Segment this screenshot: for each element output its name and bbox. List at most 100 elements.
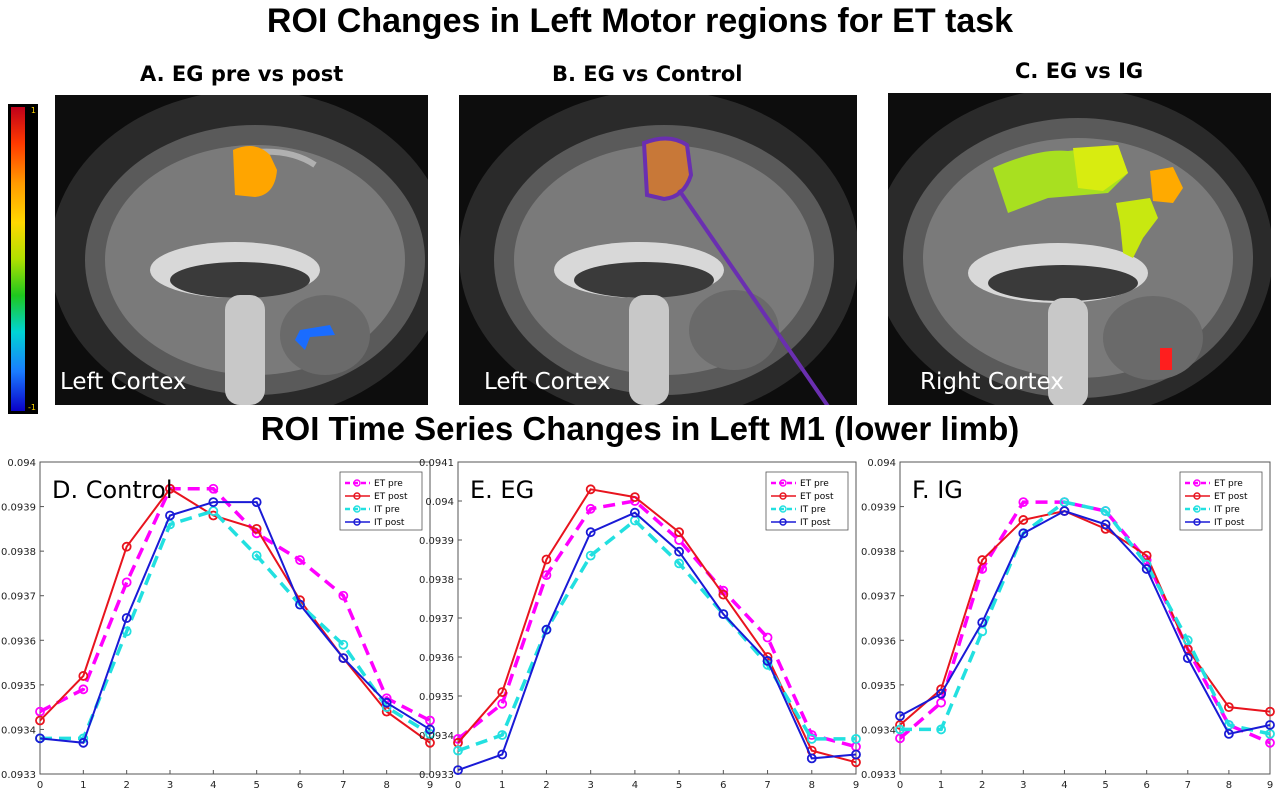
y-tick-label: 0.0939 — [419, 536, 454, 547]
x-tick-label: 2 — [123, 780, 129, 789]
data-point — [295, 599, 305, 610]
x-tick-label: 1 — [938, 780, 944, 789]
data-point — [78, 737, 89, 748]
y-tick-label: 0.094 — [425, 497, 454, 508]
series-line-et-post — [39, 487, 431, 744]
series-line-et-post — [899, 509, 1271, 726]
panel-a-cortex-label: Left Cortex — [60, 369, 187, 395]
data-point — [541, 554, 552, 565]
x-tick-label: 1 — [499, 780, 505, 789]
data-point — [629, 492, 640, 502]
data-point — [936, 688, 947, 699]
legend-marker — [779, 492, 787, 500]
legend-label: IT post — [1214, 518, 1245, 528]
data-point — [541, 624, 552, 635]
figure-title: ROI Changes in Left Motor regions for ET… — [266, 2, 1014, 40]
data-point — [208, 483, 219, 494]
data-point — [936, 724, 947, 735]
data-point — [121, 613, 132, 623]
data-point — [806, 733, 817, 744]
y-tick-label: 0.0935 — [1, 681, 36, 692]
data-point — [1223, 702, 1234, 713]
series-line-it-pre — [457, 518, 856, 753]
data-point — [1182, 635, 1193, 646]
colorbar-max-label: 1 — [30, 106, 36, 115]
x-tick-label: 7 — [1185, 780, 1191, 789]
legend-marker — [779, 479, 787, 487]
data-point — [1265, 706, 1275, 717]
data-point — [851, 733, 861, 744]
legend-label: ET post — [1214, 492, 1248, 502]
y-tick-label: 0.0935 — [419, 692, 454, 703]
x-tick-label: 9 — [1267, 780, 1273, 789]
data-point — [497, 687, 508, 698]
data-point — [35, 715, 45, 726]
data-point — [895, 724, 905, 735]
data-point — [1141, 564, 1152, 574]
x-tick-label: 0 — [455, 780, 461, 789]
chart-e: 0.0933 0.0934 0.0935 0.0936 0.0937 0.0938 0.09… — [419, 458, 861, 789]
legend-marker — [353, 505, 361, 513]
y-tick-label: 0.0936 — [1, 636, 36, 647]
data-point — [1182, 653, 1193, 664]
data-point — [1141, 550, 1152, 561]
data-point — [121, 541, 132, 552]
data-point — [806, 753, 817, 764]
data-point — [165, 510, 175, 521]
legend-label: ET pre — [1214, 479, 1243, 489]
y-tick-label: 0.0939 — [861, 503, 896, 514]
data-point — [895, 733, 905, 744]
data-point — [425, 715, 435, 726]
data-point — [338, 590, 349, 601]
data-point — [425, 724, 435, 735]
data-point — [425, 737, 435, 748]
data-point — [1265, 728, 1275, 739]
legend-label: IT pre — [374, 505, 400, 515]
data-point — [541, 570, 552, 580]
data-point — [585, 503, 596, 514]
data-point — [762, 655, 773, 666]
y-tick-label: 0.0933 — [1, 770, 36, 781]
legend-marker — [353, 479, 361, 487]
brain-image-c: Right Cortex — [888, 93, 1271, 405]
series-line-et-pre — [456, 499, 857, 749]
chart-f-svg: 0.0933 0.0934 0.0935 0.0936 0.0937 0.0938 0.09… — [861, 458, 1275, 789]
data-point — [208, 506, 219, 516]
data-point — [453, 765, 463, 776]
series-line-it-pre — [900, 500, 1271, 736]
y-tick-label: 0.0935 — [861, 681, 896, 692]
series-line-et-post — [457, 488, 857, 764]
data-point — [851, 749, 861, 760]
x-tick-label: 8 — [1226, 780, 1232, 789]
chart-panel-label: E. EG — [470, 476, 534, 504]
data-point — [295, 555, 305, 565]
legend-marker — [779, 505, 787, 513]
legend-label: IT pre — [800, 505, 826, 515]
data-point — [251, 497, 262, 508]
y-tick-label: 0.094 — [867, 458, 896, 469]
data-point — [1059, 497, 1070, 508]
data-point — [1100, 519, 1111, 530]
y-tick-label: 0.0934 — [419, 731, 454, 742]
x-tick-label: 8 — [809, 780, 815, 789]
data-point — [381, 706, 392, 717]
data-point — [251, 523, 262, 534]
legend-marker — [1193, 505, 1201, 513]
x-tick-label: 7 — [340, 780, 346, 789]
chart-d: 0.0933 0.0934 0.0935 0.0936 0.0937 0.0938 0.09… — [1, 458, 435, 789]
series-line-et-pre — [39, 486, 431, 723]
y-tick-label: 0.0938 — [1, 547, 36, 558]
data-point — [718, 609, 729, 620]
y-tick-label: 0.0933 — [861, 770, 896, 781]
x-tick-label: 3 — [587, 780, 593, 789]
legend-marker — [1193, 479, 1201, 487]
legend-marker — [1193, 492, 1201, 500]
colorbar-min-label: -1 — [28, 403, 36, 412]
panel-b-cortex-label: Left Cortex — [484, 369, 611, 395]
y-tick-label: 0.0937 — [419, 614, 454, 625]
data-point — [977, 617, 988, 628]
panel-c-cortex-label: Right Cortex — [920, 369, 1064, 395]
x-tick-label: 6 — [297, 780, 303, 789]
x-tick-label: 0 — [37, 780, 43, 789]
series-line-it-post — [899, 509, 1271, 736]
